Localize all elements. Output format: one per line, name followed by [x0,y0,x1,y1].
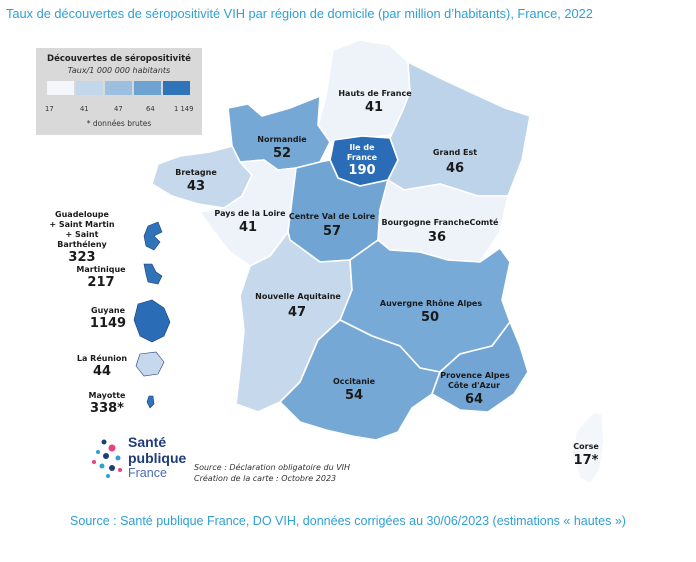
legend: Découvertes de séropositivité Taux/1 000… [36,48,202,135]
source-note-line2: Création de la carte : Octobre 2023 [194,474,337,483]
value-occitanie: 54 [345,388,363,403]
territory-guyane-shape[interactable] [133,299,171,343]
label-occitanie: Occitanie [333,377,376,386]
label-ile-de-france-2: France [347,153,378,162]
overseas-reunion: La Réunion 44 [76,354,128,379]
overseas-martinique-name: Martinique [76,265,126,274]
label-corse: Corse [573,442,599,451]
label-bretagne: Bretagne [175,168,217,177]
value-pays-de-la-loire: 41 [239,220,257,235]
value-ile-de-france: 190 [348,163,375,178]
label-bourgogne-franche-comte: Bourgogne FrancheComté [382,217,499,227]
overseas-reunion-name: La Réunion [76,354,128,363]
legend-swatch-5 [163,81,190,95]
label-normandie: Normandie [257,135,307,144]
legend-tick: 41 [80,105,89,113]
territory-reunion-shape[interactable] [135,351,165,377]
overseas-guadeloupe: Guadeloupe + Saint Martin + Saint Barthé… [40,210,124,265]
value-bretagne: 43 [187,179,205,194]
region-corse[interactable] [571,411,605,485]
legend-tick: 47 [114,105,123,113]
label-auvergne-rhone-alpes: Auvergne Rhône Alpes [380,298,482,308]
territory-guadeloupe-shape[interactable] [143,221,163,251]
label-grand-est: Grand Est [433,148,477,157]
value-bourgogne-franche-comte: 36 [428,230,446,245]
overseas-guadeloupe-line3: + Saint Barthéleny [57,230,107,249]
footer-source: Source : Santé publique France, DO VIH, … [70,514,626,528]
map-title: Taux de découvertes de séropositivité VI… [6,6,593,21]
overseas-reunion-value: 44 [92,364,112,379]
label-nouvelle-aquitaine: Nouvelle Aquitaine [255,292,341,301]
label-centre-val-de-loire: Centre Val de Loire [289,212,376,221]
value-grand-est: 46 [446,161,464,176]
value-corse: 17* [574,453,599,468]
value-hauts-de-france: 41 [365,100,383,115]
label-paca-2: Côte d'Azur [448,380,500,390]
legend-note: * données brutes [86,119,152,128]
value-normandie: 52 [273,146,291,161]
legend-subtitle: Taux/1 000 000 habitants [67,66,171,75]
legend-title: Découvertes de séropositivité [47,54,191,64]
overseas-martinique-value: 217 [87,275,115,290]
overseas-martinique: Martinique 217 [76,265,126,290]
value-nouvelle-aquitaine: 47 [288,305,306,320]
territory-mayotte-shape[interactable] [146,395,155,409]
legend-tick: 1 149 [174,105,194,113]
legend-swatch-4 [134,81,161,95]
logo-text-line2: publique [128,450,187,466]
logo-dots-icon [92,439,122,478]
legend-swatch-3 [105,81,132,95]
legend-swatch-1 [47,81,74,95]
legend-swatch-2 [76,81,103,95]
logo-text-line1: Santé [128,434,167,450]
label-pays-de-la-loire: Pays de la Loire [214,209,286,218]
overseas-mayotte-name: Mayotte [88,391,126,400]
label-hauts-de-france: Hauts de France [338,89,412,98]
overseas-guadeloupe-line2: + Saint Martin [49,220,115,229]
overseas-guadeloupe-value: 323 [68,250,96,265]
legend-tick: 64 [146,105,155,113]
overseas-mayotte: Mayotte 338* [84,391,130,416]
overseas-guadeloupe-line1: Guadeloupe [55,210,109,219]
overseas-guyane-name: Guyane [91,306,125,315]
label-paca-1: Provence Alpes [440,371,510,380]
overseas-guyane-value: 1149 [89,316,127,331]
logo-text-line3: France [128,466,167,480]
region-paca[interactable] [431,321,529,413]
value-paca: 64 [465,392,483,407]
value-auvergne-rhone-alpes: 50 [421,310,439,325]
source-note: Source : Déclaration obligatoire du VIH … [194,462,350,484]
source-note-line1: Source : Déclaration obligatoire du VIH [194,463,351,472]
overseas-guyane: Guyane 1149 [86,306,130,331]
region-occitanie[interactable] [279,319,441,441]
legend-tick: 17 [45,105,54,113]
overseas-mayotte-value: 338* [90,401,124,416]
value-centre-val-de-loire: 57 [323,224,341,239]
sante-publique-france-logo: Santé publique France [90,434,190,486]
territory-martinique-shape[interactable] [143,263,163,285]
label-ile-de-france-1: Ile de [349,143,375,152]
